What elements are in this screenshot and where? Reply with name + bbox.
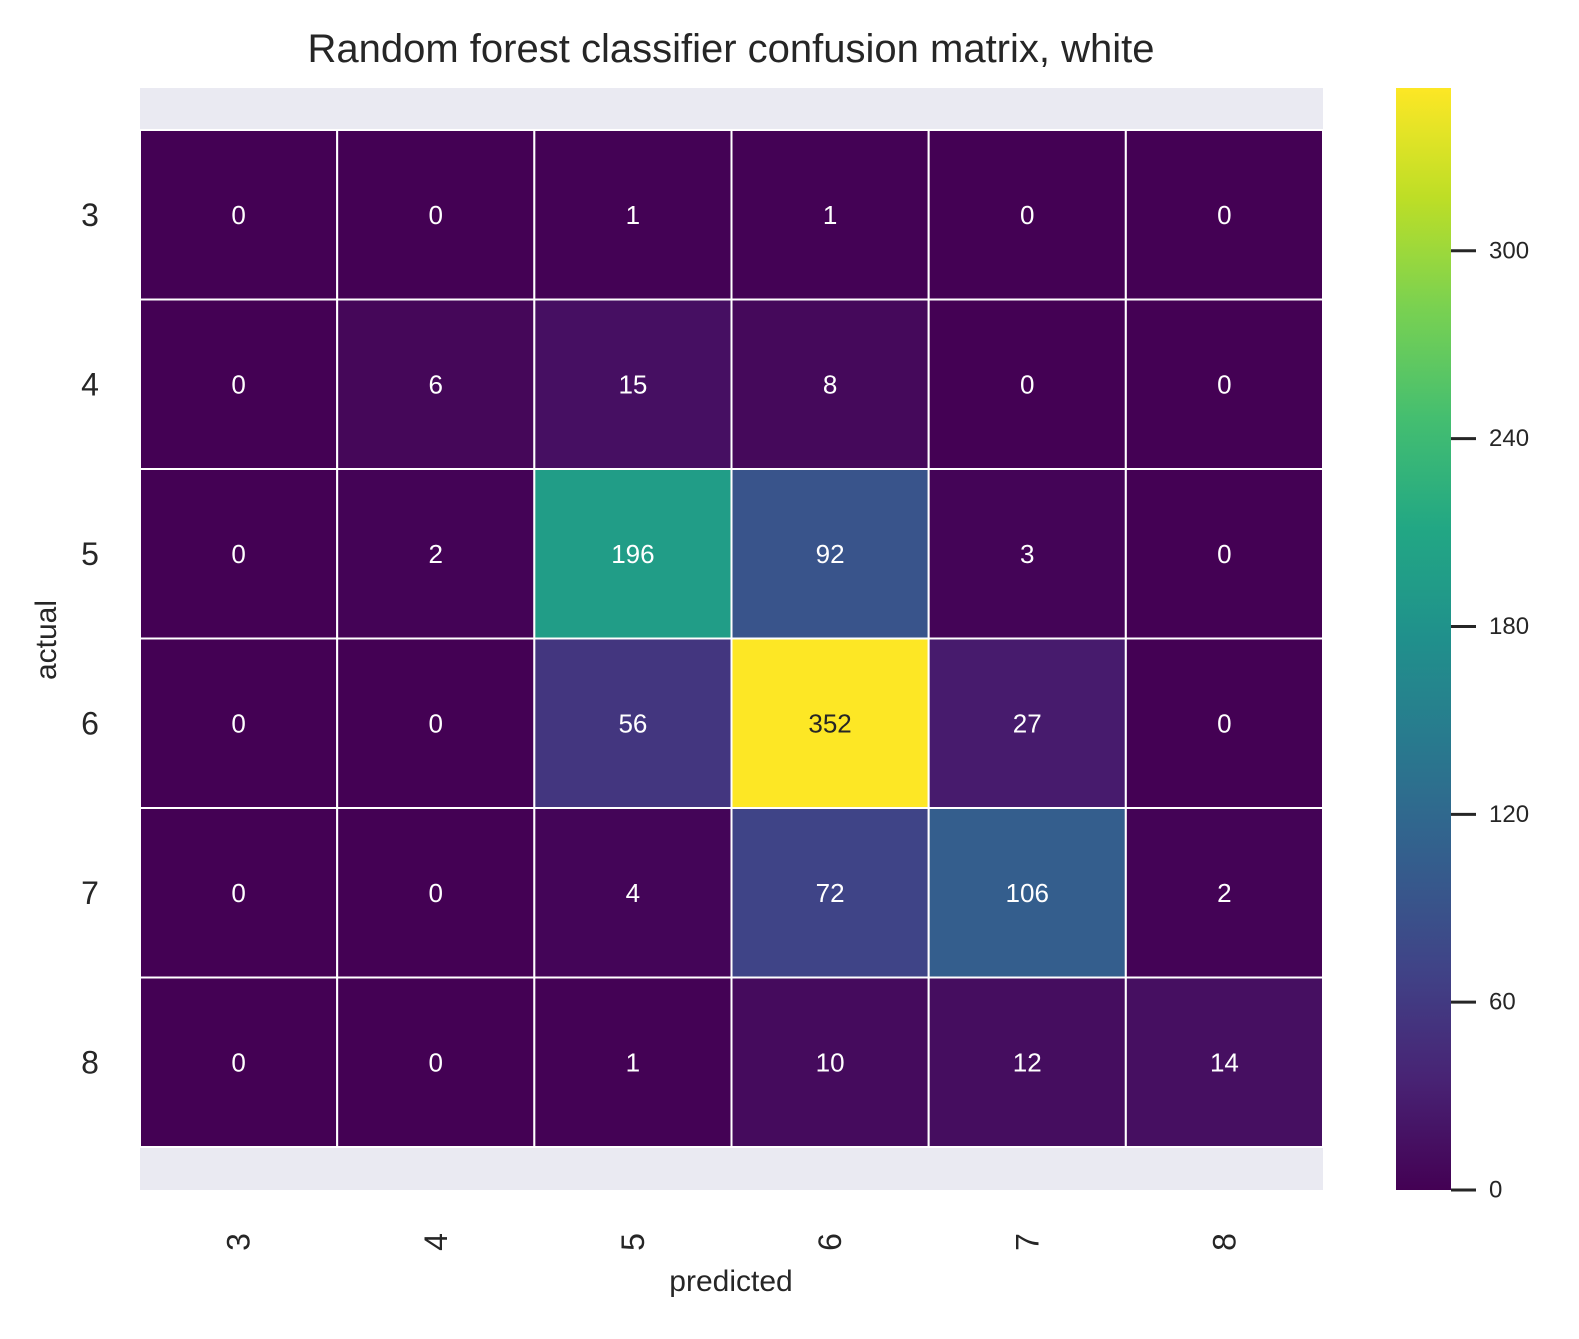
heatmap-cell	[1124, 468, 1325, 640]
cell-annotation: 196	[611, 539, 654, 569]
cell-annotation: 15	[618, 369, 647, 399]
cell-annotation: 0	[429, 878, 443, 908]
cell-annotation: 92	[816, 539, 845, 569]
cell-annotation: 12	[1013, 1047, 1042, 1077]
x-tick-label: 3	[221, 1233, 257, 1251]
x-tick-label: 5	[615, 1233, 651, 1251]
cell-annotation: 14	[1210, 1047, 1239, 1077]
cell-annotation: 1	[626, 1047, 640, 1077]
cell-annotation: 0	[231, 1047, 245, 1077]
heatmap-cell	[533, 468, 733, 640]
y-tick-labels: 3 4 5 6 7 8	[81, 197, 99, 1081]
heatmap-cell	[336, 298, 536, 470]
cell-annotation: 0	[1217, 369, 1231, 399]
heatmap-cell	[533, 637, 733, 809]
cell-annotation: 72	[816, 878, 845, 908]
colorbar-tick-label: 0	[1489, 1177, 1502, 1204]
cell-annotation: 27	[1013, 708, 1042, 738]
heatmap-cell	[533, 129, 733, 301]
cell-annotation: 2	[429, 539, 443, 569]
cell-annotation: 0	[1020, 200, 1034, 230]
heatmap-cell	[139, 807, 339, 979]
heatmap-cell	[730, 468, 930, 640]
x-tick-label: 7	[1009, 1233, 1045, 1251]
heatmap-cell	[139, 129, 339, 301]
cell-annotation: 0	[429, 708, 443, 738]
y-tick-label: 3	[81, 197, 99, 233]
heatmap-cell	[139, 468, 339, 640]
x-tick-label: 6	[812, 1233, 848, 1251]
cell-annotation: 0	[231, 708, 245, 738]
heatmap-cell	[927, 807, 1127, 979]
colorbar-ticks: 0 60 120 180 240 300	[1451, 237, 1529, 1204]
x-tick-labels: 3 4 5 6 7 8	[221, 1233, 1243, 1251]
heatmap-cell	[927, 637, 1127, 809]
heatmap-cells	[139, 129, 1325, 1148]
cell-annotations: 0 0 1 1 0 00 6 15 8 0 00 2 196 92 3 00 0 56 352 27 00 0 4 72 106…	[231, 200, 1239, 1078]
heatmap-cell	[139, 298, 339, 470]
heatmap-cell	[1124, 298, 1325, 470]
heatmap-cell	[139, 976, 339, 1148]
cell-annotation: 1	[823, 200, 837, 230]
heatmap-cell	[927, 468, 1127, 640]
cell-annotation: 0	[1217, 200, 1231, 230]
heatmap-cell	[1124, 807, 1325, 979]
cell-annotation: 0	[1020, 369, 1034, 399]
heatmap-cell	[336, 637, 536, 809]
y-tick-label: 5	[81, 536, 99, 572]
cell-annotation: 0	[231, 200, 245, 230]
cell-annotation: 8	[823, 369, 837, 399]
heatmap-cell	[730, 298, 930, 470]
heatmap-cell	[1124, 637, 1325, 809]
y-tick-label: 8	[81, 1044, 99, 1080]
x-tick-label: 4	[418, 1233, 454, 1251]
cell-annotation: 0	[231, 369, 245, 399]
cell-annotation: 0	[429, 200, 443, 230]
cell-annotation: 0	[1217, 708, 1231, 738]
x-axis-label: predicted	[669, 1265, 792, 1298]
heatmap-cell	[336, 129, 536, 301]
cell-annotation: 6	[429, 369, 443, 399]
heatmap-cell	[730, 976, 930, 1148]
cell-annotation: 106	[1006, 878, 1049, 908]
x-tick-label: 8	[1206, 1233, 1242, 1251]
heatmap-cell	[730, 129, 930, 301]
heatmap-cell	[336, 468, 536, 640]
cell-annotation: 352	[808, 708, 851, 738]
heatmap-cell	[533, 298, 733, 470]
y-tick-label: 6	[81, 705, 99, 741]
heatmap-cell	[139, 637, 339, 809]
colorbar-tick-label: 240	[1489, 425, 1529, 452]
cell-annotation: 3	[1020, 539, 1034, 569]
cell-annotation: 4	[626, 878, 640, 908]
heatmap-cell	[1124, 976, 1325, 1148]
cell-annotation: 2	[1217, 878, 1231, 908]
colorbar-tick-label: 120	[1489, 801, 1529, 828]
cell-annotation: 0	[1217, 539, 1231, 569]
cell-annotation: 10	[816, 1047, 845, 1077]
colorbar-tick-label: 60	[1489, 989, 1516, 1016]
cell-annotation: 0	[429, 1047, 443, 1077]
heatmap-cell	[336, 807, 536, 979]
cell-annotation: 0	[231, 539, 245, 569]
cell-annotation: 1	[626, 200, 640, 230]
cell-annotation: 56	[618, 708, 647, 738]
y-tick-label: 4	[81, 366, 99, 402]
colorbar-tick-label: 300	[1489, 237, 1529, 264]
chart-title: Random forest classifier confusion matri…	[308, 27, 1155, 71]
cell-annotation: 0	[231, 878, 245, 908]
y-axis-label: actual	[30, 600, 63, 680]
y-tick-label: 7	[81, 875, 99, 911]
heatmap-cell	[533, 976, 733, 1148]
heatmap-cell	[927, 976, 1127, 1148]
colorbar-tick-label: 180	[1489, 613, 1529, 640]
colorbar	[1396, 88, 1451, 1190]
heatmap-cell	[730, 637, 930, 809]
